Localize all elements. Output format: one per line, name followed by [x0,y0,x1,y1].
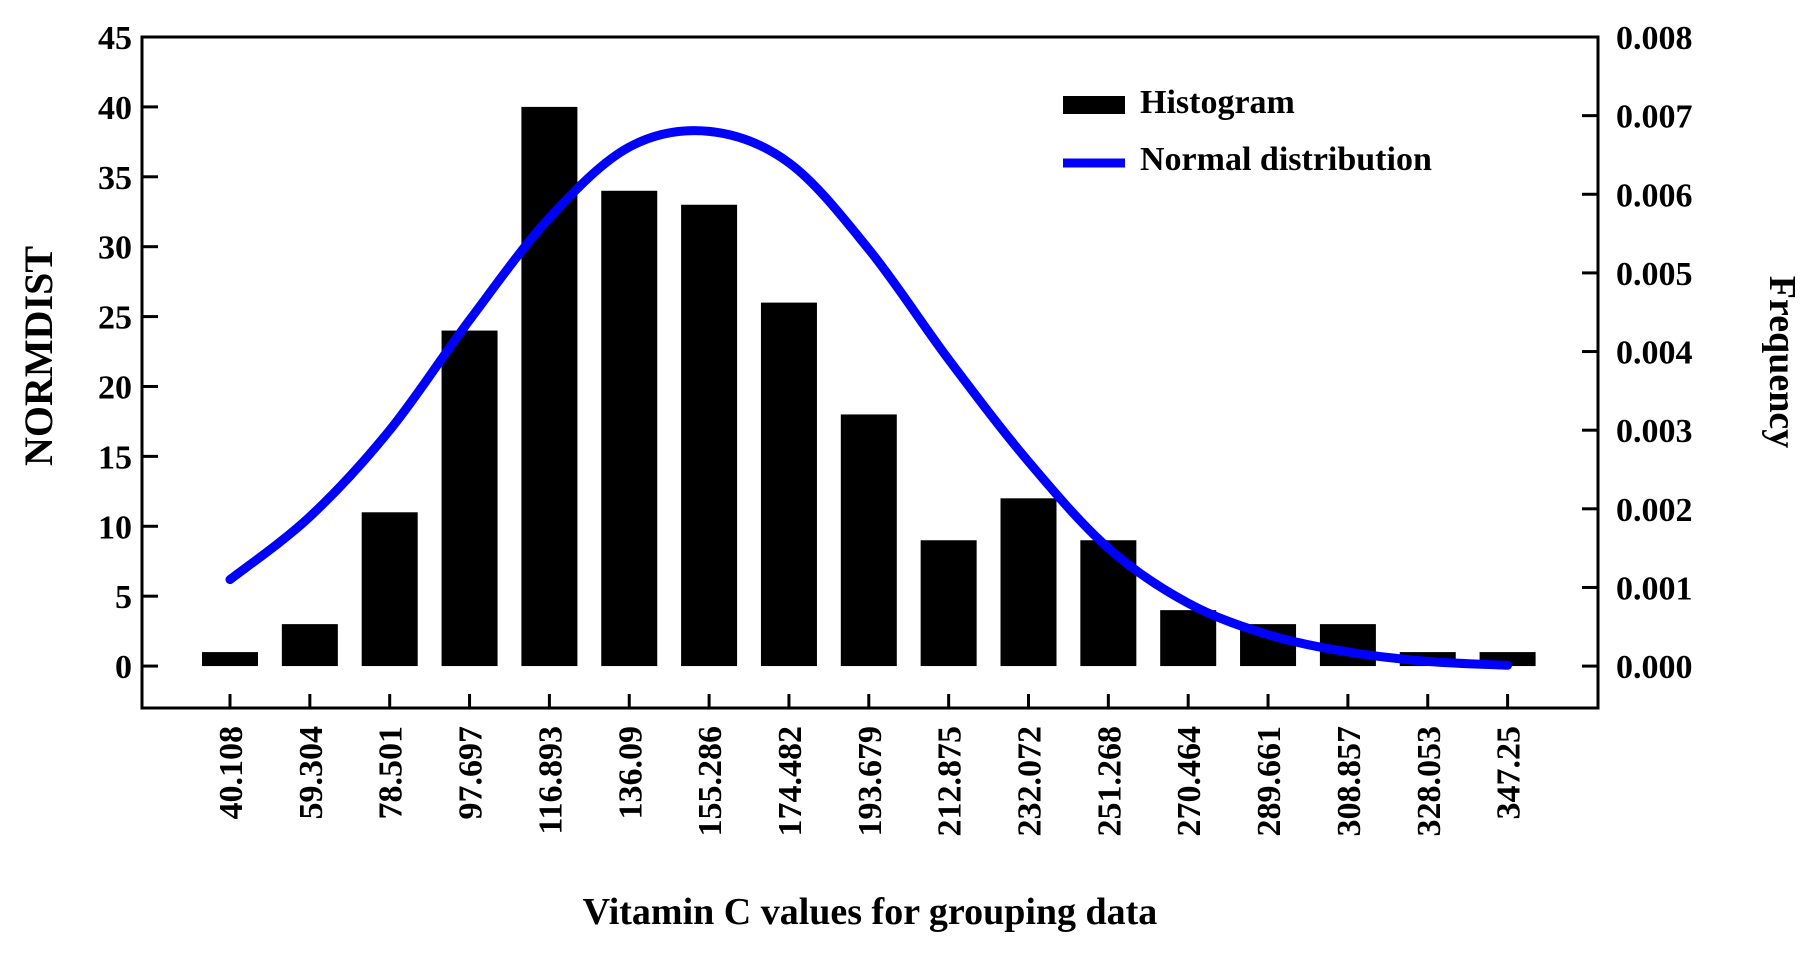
left-axis-ticks: 0 5 10 15 20 25 30 35 40 45 [98,20,158,686]
right-tick-label: 0.005 [1616,256,1693,293]
legend: Histogram Normal distribution [1063,84,1432,178]
left-tick-label: 40 [98,90,132,127]
left-tick-label: 0 [115,649,132,686]
x-tick-label: 270.464 [1171,726,1208,837]
right-tick-label: 0.003 [1616,413,1693,450]
right-axis-ticks: 0.000 0.001 0.002 0.003 0.004 0.005 0.006 0.007… [1582,20,1693,686]
right-tick-label: 0.006 [1616,177,1693,214]
normal-curve-group [225,126,1513,670]
histogram-bar [840,414,897,667]
histogram-bar [920,540,977,667]
x-tick-label: 328.053 [1411,726,1448,837]
x-tick-label: 40.108 [213,726,250,820]
left-axis-label: NORMDIST [16,246,61,466]
x-tick-label: 136.09 [612,726,649,820]
right-tick-label: 0.002 [1616,492,1693,529]
histogram-bar [760,302,817,667]
legend-histogram-swatch [1063,96,1125,114]
left-tick-label: 35 [98,160,132,197]
x-tick-label: 116.893 [532,726,569,835]
left-tick-label: 5 [115,579,132,616]
normal-distribution-curve [225,126,1513,670]
histogram-bars [202,106,1536,667]
left-tick-label: 30 [98,230,132,267]
right-tick-label: 0.000 [1616,649,1693,686]
histogram-bar [1160,610,1217,667]
left-tick-label: 25 [98,300,132,337]
right-tick-label: 0.007 [1616,99,1693,136]
legend-histogram-label: Histogram [1140,84,1295,121]
histogram-bar [601,190,658,667]
x-tick-label: 347.25 [1491,726,1528,820]
x-tick-label: 232.072 [1012,726,1049,837]
left-tick-label: 10 [98,509,132,546]
right-tick-label: 0.001 [1616,570,1693,607]
x-tick-label: 193.679 [852,726,889,837]
histogram-bar [361,512,418,667]
left-tick-label: 45 [98,20,132,57]
x-tick-label: 308.857 [1331,726,1368,837]
right-tick-label: 0.004 [1616,335,1693,372]
histogram-bar [681,204,738,667]
x-tick-label: 251.268 [1091,726,1128,837]
right-axis-label: Frequency [1761,276,1803,448]
x-axis-label: Vitamin C values for grouping data [583,891,1158,933]
left-tick-label: 20 [98,369,132,406]
histogram-bar [202,652,258,667]
legend-normal-label: Normal distribution [1140,141,1432,178]
x-tick-label: 212.875 [932,726,969,837]
histogram-bar [441,330,498,667]
left-tick-label: 15 [98,439,132,476]
x-tick-label: 155.286 [692,726,729,837]
x-axis-ticks: 40.108 59.304 78.501 97.697 116.893 136.09 155… [213,694,1528,837]
x-tick-label: 78.501 [373,726,410,820]
x-tick-label: 289.661 [1251,726,1288,837]
x-tick-label: 97.697 [453,726,490,820]
x-tick-label: 174.482 [772,726,809,837]
histogram-bar [1000,498,1057,667]
histogram-bar [281,624,338,667]
x-tick-label: 59.304 [293,726,330,820]
right-tick-label: 0.008 [1616,20,1693,57]
